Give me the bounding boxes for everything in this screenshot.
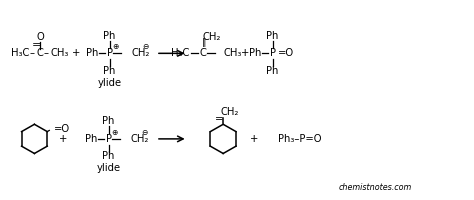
Text: CH₂: CH₂ xyxy=(202,32,220,42)
Text: +: + xyxy=(241,48,249,58)
Text: O: O xyxy=(36,32,44,42)
Text: Ph: Ph xyxy=(102,116,115,126)
Text: ⊕: ⊕ xyxy=(111,128,118,137)
Text: Ph: Ph xyxy=(103,66,116,76)
Text: =O: =O xyxy=(277,48,294,58)
Text: –: – xyxy=(30,48,35,58)
Text: CH₂: CH₂ xyxy=(130,134,149,144)
Text: ylide: ylide xyxy=(97,163,120,173)
Text: =: = xyxy=(215,114,223,124)
Text: C: C xyxy=(200,48,207,58)
Text: P: P xyxy=(106,134,111,144)
Text: P: P xyxy=(270,48,275,58)
Text: Ph: Ph xyxy=(103,31,116,41)
Text: +: + xyxy=(59,134,67,144)
Text: ⊖: ⊖ xyxy=(142,42,148,51)
Text: C: C xyxy=(37,48,44,58)
Text: Ph₃–P=O: Ph₃–P=O xyxy=(277,134,321,144)
Text: CH₂: CH₂ xyxy=(131,48,150,58)
Text: H₃C: H₃C xyxy=(171,48,190,58)
Text: +: + xyxy=(72,48,80,58)
Text: Ph: Ph xyxy=(102,151,115,161)
Text: +: + xyxy=(250,134,258,144)
Text: ‖: ‖ xyxy=(202,38,207,47)
Text: –: – xyxy=(44,48,49,58)
Text: CH₃: CH₃ xyxy=(223,48,242,58)
Text: ⊖: ⊖ xyxy=(141,128,147,137)
Text: Ph: Ph xyxy=(85,48,98,58)
Text: Ph: Ph xyxy=(248,48,261,58)
Text: Ph: Ph xyxy=(84,134,97,144)
Text: Ph: Ph xyxy=(266,66,279,76)
Text: =O: =O xyxy=(54,124,70,134)
Text: CH₂: CH₂ xyxy=(221,107,239,117)
Text: =: = xyxy=(32,41,41,51)
Text: ylide: ylide xyxy=(98,77,121,88)
Text: Ph: Ph xyxy=(266,31,279,41)
Text: H₃C: H₃C xyxy=(11,48,29,58)
Text: CH₃: CH₃ xyxy=(51,48,69,58)
Text: chemistnotes.com: chemistnotes.com xyxy=(339,183,412,192)
Text: ⊕: ⊕ xyxy=(112,42,118,51)
Text: P: P xyxy=(107,48,112,58)
